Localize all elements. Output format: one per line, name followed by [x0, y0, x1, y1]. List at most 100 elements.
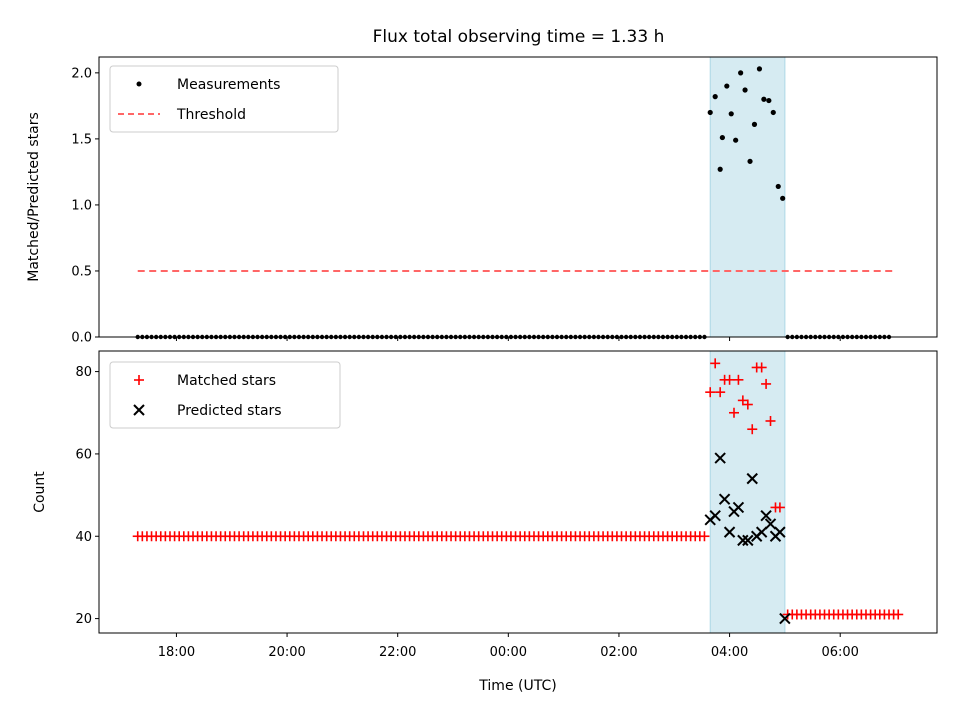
bottom-observing-window	[709, 350, 786, 634]
measurement-point	[719, 134, 725, 141]
x-tick-label: 20:00	[268, 645, 305, 660]
measurement-point	[780, 195, 786, 201]
x-marker-b	[732, 501, 745, 514]
predicted-star-point	[755, 526, 768, 538]
predicted-star-point	[732, 501, 745, 514]
bottom-axes-frame	[98, 350, 938, 634]
matched-star-point	[742, 399, 753, 410]
legend-measurements-label: Measurements	[177, 77, 280, 93]
predicted-star-point	[709, 509, 721, 522]
x-tick-label: 06:00	[821, 645, 858, 660]
measurement-point	[775, 183, 781, 190]
matched-star-point	[715, 387, 726, 398]
measurement-point	[707, 109, 713, 116]
x-marker-b	[737, 534, 749, 547]
legend-x-glyph	[133, 404, 145, 416]
x-marker-b	[714, 452, 726, 464]
x-marker-b	[742, 534, 754, 547]
legend-threshold-label: Threshold	[176, 107, 246, 123]
legend-predicted-label: Predicted stars	[177, 403, 282, 419]
x-tick-label: 18:00	[158, 645, 195, 660]
x-tick-label: 00:00	[490, 645, 527, 660]
x-marker-b	[723, 526, 736, 538]
bottom-data-layer	[132, 358, 904, 625]
x-tick-label: 02:00	[600, 645, 637, 660]
matched-star-point	[774, 502, 785, 513]
matched-star-point	[747, 424, 758, 435]
top-legend-box	[109, 65, 339, 133]
bottom-y-axis-label: Count	[32, 471, 48, 513]
measurement-point	[742, 87, 748, 93]
matched-star-point	[705, 387, 716, 398]
measurement-point	[724, 83, 730, 89]
predicted-star-point	[764, 518, 777, 530]
legend-plus-glyph	[134, 375, 144, 385]
x-marker-b	[133, 404, 145, 416]
top-y-tick-label: 2.0	[71, 66, 92, 81]
predicted-star-point	[714, 452, 726, 464]
measurement-point	[756, 66, 763, 72]
legend-matched-marker	[134, 375, 144, 385]
matched-star-point	[761, 378, 772, 389]
matched-star-point	[893, 609, 904, 620]
bottom-y-tick-label: 40	[75, 530, 92, 545]
top-y-tick-label: 1.0	[71, 198, 92, 213]
predicted-star-point	[723, 526, 736, 538]
bottom-y-tick-label: 20	[75, 612, 92, 627]
bottom-highlight-layer	[709, 350, 786, 634]
bottom-legend: Matched stars Predicted stars	[109, 361, 341, 429]
measurement-point	[712, 94, 718, 100]
bottom-y-tick-label: 80	[75, 365, 92, 380]
bottom-legend-box	[109, 361, 341, 429]
top-axes-frame	[98, 56, 938, 338]
x-marker-b	[779, 612, 791, 625]
top-ticks: 0.0 0.5 1.0 1.5 2.0	[71, 66, 841, 346]
x-marker-b	[718, 493, 731, 505]
legend-measurements-marker	[136, 81, 142, 87]
chart-title: Flux total observing time = 1.33 h	[373, 27, 665, 47]
bottom-y-tick-label: 60	[75, 447, 92, 462]
matched-star-point	[724, 374, 735, 385]
measurement-point	[747, 158, 753, 164]
x-marker-b	[709, 509, 721, 522]
top-y-tick-label: 1.5	[71, 132, 92, 147]
x-tick-label: 04:00	[711, 645, 748, 660]
predicted-star-point	[746, 472, 758, 485]
measurement-point	[717, 166, 723, 172]
top-y-tick-label: 0.5	[71, 264, 92, 279]
top-panel: 0.00.51.01.52.0 Matched/Predicted stars …	[26, 56, 938, 346]
top-highlight-layer	[709, 56, 786, 338]
matched-star-point	[699, 531, 710, 542]
measurement-point	[766, 97, 772, 104]
predicted-star-point	[737, 534, 749, 547]
predicted-star-point	[760, 509, 772, 522]
predicted-star-point	[718, 493, 731, 505]
measurement-point	[761, 96, 767, 102]
top-y-tick-label: 0.0	[71, 331, 92, 346]
legend-predicted-marker	[133, 404, 145, 416]
bottom-panel: 18:00 20:00 22:00 00:00 02:00 04:00 06:00 20 40 6…	[32, 350, 938, 694]
x-marker-b	[755, 526, 768, 538]
x-marker-b	[760, 509, 772, 522]
matched-star-point	[733, 374, 744, 385]
x-marker-b	[746, 472, 758, 485]
matched-star-point	[756, 362, 767, 373]
predicted-star-point	[774, 526, 786, 538]
top-y-axis-label: Matched/Predicted stars	[26, 112, 42, 282]
measurement-point	[728, 111, 734, 117]
measurement-point	[751, 121, 758, 127]
x-axis-label: Time (UTC)	[478, 678, 556, 694]
measurement-point	[738, 70, 744, 76]
predicted-star-point	[742, 534, 754, 547]
matched-star-point	[710, 358, 721, 369]
bottom-ticks: 18:00 20:00 22:00 00:00 02:00 04:00 06:00 20 40 6…	[75, 365, 858, 660]
legend-matched-label: Matched stars	[177, 373, 276, 389]
predicted-star-point	[779, 612, 791, 625]
matched-star-point	[728, 407, 739, 418]
top-observing-window	[709, 56, 786, 338]
x-marker-b	[774, 526, 786, 538]
matched-star-point	[765, 415, 776, 426]
measurement-point	[770, 109, 776, 116]
measurement-point	[733, 137, 739, 143]
